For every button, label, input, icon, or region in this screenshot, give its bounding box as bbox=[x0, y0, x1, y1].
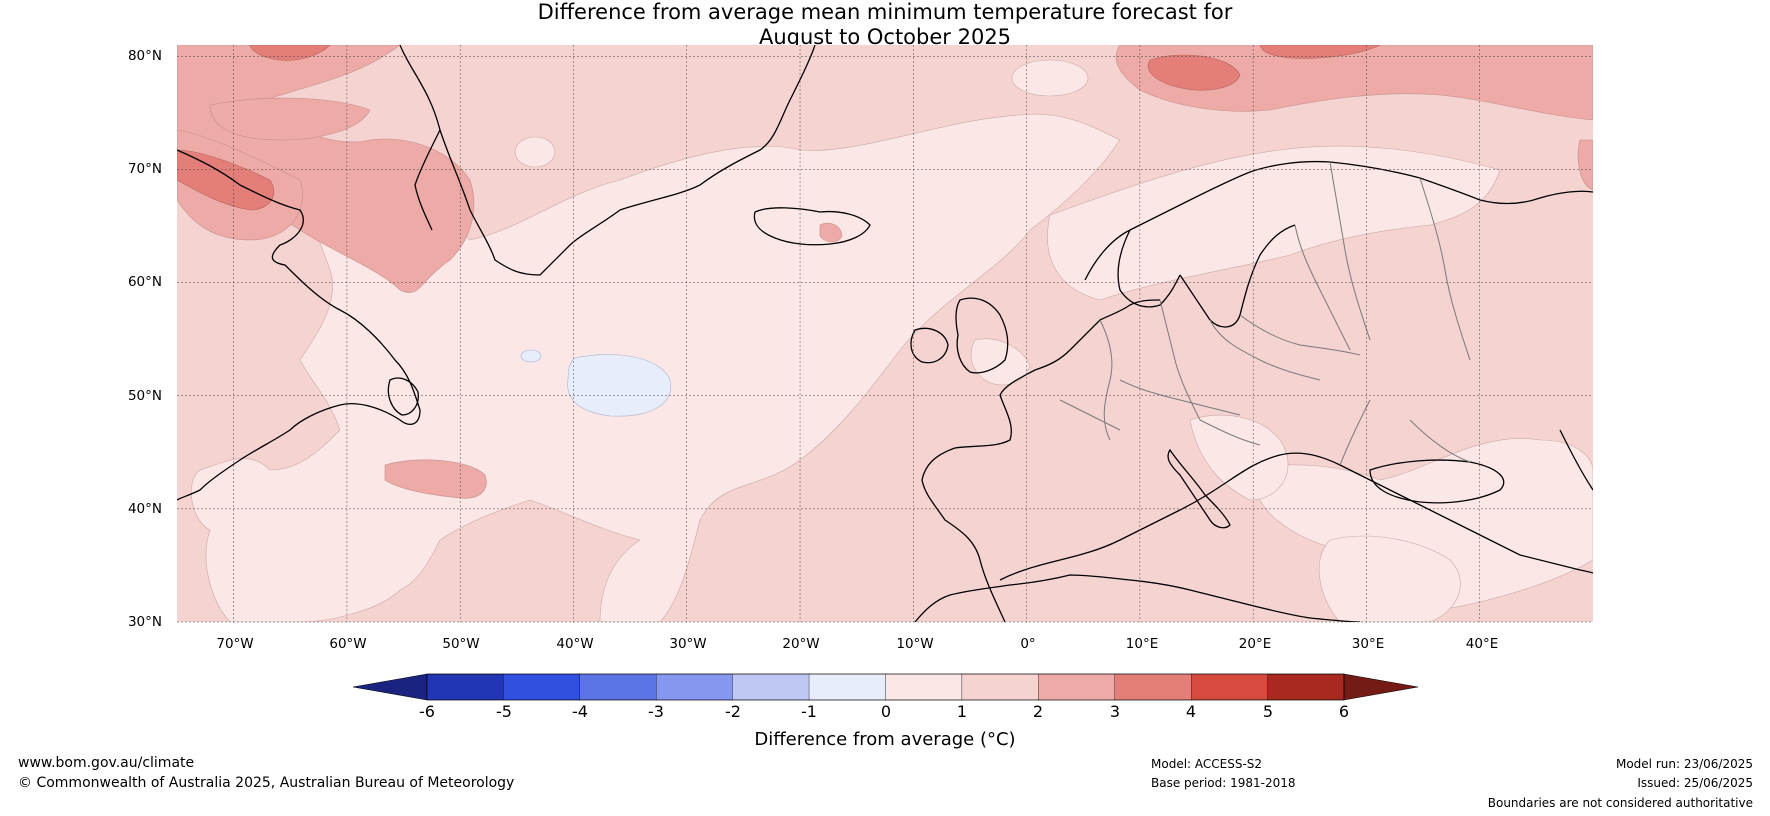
coastline-scandinavia bbox=[1084, 160, 1593, 281]
colorbar-tick-label: -6 bbox=[419, 702, 435, 721]
coastline-iceland bbox=[753, 207, 871, 246]
colorbar-label: Difference from average (°C) bbox=[754, 729, 1016, 750]
anomaly-region-2-3-atlantic bbox=[384, 459, 487, 499]
lon-label-30w: 30°W bbox=[669, 636, 707, 652]
lon-label-0: 0° bbox=[1020, 636, 1036, 652]
coastline-norway-south bbox=[1117, 229, 1181, 308]
lon-label-70w: 70°W bbox=[216, 636, 254, 652]
anomaly-region-0-1-spot bbox=[1011, 59, 1089, 97]
lat-label-60n: 60°N bbox=[127, 274, 162, 290]
lon-label-10e: 10°E bbox=[1125, 636, 1159, 652]
colorbar-tick-label: -4 bbox=[572, 702, 588, 721]
coastline-black-sea bbox=[1369, 459, 1505, 504]
colorbar-tick-label: 2 bbox=[1032, 702, 1044, 721]
anomaly-region-2-3-greenland bbox=[177, 45, 475, 293]
anomaly-region-0-1-balkans bbox=[1189, 414, 1289, 501]
coastline-africa-north bbox=[914, 574, 1361, 622]
anomaly-region-0-1-spot bbox=[514, 136, 556, 168]
anomaly-region-0-1-europe-north bbox=[1047, 145, 1501, 301]
colorbar-tick-label: 1 bbox=[956, 702, 968, 721]
lon-label-20w: 20°W bbox=[782, 636, 820, 652]
coastline-canada bbox=[177, 149, 421, 501]
anomaly-region-2-3-east bbox=[1577, 139, 1593, 191]
base-period-text: Base period: 1981-2018 bbox=[1151, 776, 1296, 790]
model-run-text: Model run: 23/06/2025 bbox=[1615, 757, 1753, 771]
coastline-east bbox=[1559, 429, 1593, 491]
coastline-ireland bbox=[910, 327, 949, 364]
coastline-italy bbox=[1167, 448, 1231, 529]
anomaly-region-neg-1-0-spot bbox=[520, 349, 542, 363]
lon-label-60w: 60°W bbox=[329, 636, 367, 652]
coastline-europe-west bbox=[921, 299, 1161, 622]
coastline-mediterranean bbox=[999, 452, 1593, 581]
lat-label-40n: 40°N bbox=[127, 501, 162, 517]
colorbar-tick-label: 6 bbox=[1338, 702, 1350, 721]
colorbar-tick-label: -5 bbox=[496, 702, 512, 721]
lat-label-70n: 70°N bbox=[127, 161, 162, 177]
coastline-newfoundland bbox=[387, 377, 419, 416]
website-link[interactable]: www.bom.gov.au/climate bbox=[18, 755, 195, 771]
lat-label-30n: 30°N bbox=[127, 614, 162, 630]
lon-label-40e: 40°E bbox=[1465, 636, 1499, 652]
anomaly-region-3-4-svalbard bbox=[1147, 54, 1241, 91]
coastline-greenland-west bbox=[414, 129, 441, 231]
colorbar-tick-label: -2 bbox=[725, 702, 741, 721]
colorbar-tick-label: 4 bbox=[1185, 702, 1197, 721]
coastline-greenland bbox=[399, 45, 816, 276]
anomaly-region-0-1-southeast bbox=[1318, 535, 1461, 622]
anomaly-region-3-4-arctic bbox=[1259, 45, 1381, 59]
title-line-1: Difference from average mean minimum tem… bbox=[537, 0, 1233, 24]
colorbar-tick-label: 3 bbox=[1109, 702, 1121, 721]
anomaly-region-2-3-nwgreenland bbox=[209, 97, 371, 141]
lon-label-10w: 10°W bbox=[896, 636, 934, 652]
lon-label-40w: 40°W bbox=[556, 636, 594, 652]
anomaly-region-neg-1-0 bbox=[567, 354, 671, 417]
copyright-text: © Commonwealth of Australia 2025, Austra… bbox=[18, 775, 515, 791]
coastline-uk bbox=[955, 297, 1009, 374]
country-borders bbox=[1059, 161, 1471, 466]
colorbar-tick-label: -1 bbox=[801, 702, 817, 721]
anomaly-region-2-3-iceland bbox=[819, 222, 843, 243]
colorbar-tick-label: -3 bbox=[648, 702, 664, 721]
graticule bbox=[177, 45, 1593, 623]
lat-label-80n: 80°N bbox=[127, 48, 162, 64]
colorbar-tick-label: 5 bbox=[1262, 702, 1274, 721]
anomaly-region-0-1-uk bbox=[970, 338, 1031, 386]
lon-label-50w: 50°W bbox=[442, 636, 480, 652]
lon-label-20e: 20°E bbox=[1238, 636, 1272, 652]
disclaimer-text: Boundaries are not considered authoritat… bbox=[1487, 796, 1753, 810]
colorbar-tick-label: 0 bbox=[880, 702, 892, 721]
issued-text: Issued: 25/06/2025 bbox=[1637, 776, 1753, 790]
map-title: Difference from average mean minimum tem… bbox=[0, 0, 1770, 50]
lon-label-30e: 30°E bbox=[1351, 636, 1385, 652]
lat-label-50n: 50°N bbox=[127, 388, 162, 404]
model-text: Model: ACCESS-S2 bbox=[1151, 757, 1263, 771]
